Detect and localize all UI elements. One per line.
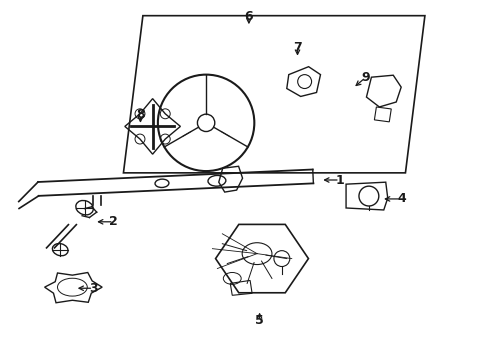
Text: 1: 1 — [336, 174, 344, 186]
Text: 5: 5 — [255, 314, 264, 327]
Text: 2: 2 — [109, 215, 118, 228]
Text: 7: 7 — [293, 41, 302, 54]
Text: 6: 6 — [245, 10, 253, 23]
Text: 9: 9 — [361, 71, 370, 84]
Text: 3: 3 — [89, 282, 98, 295]
Text: 4: 4 — [397, 193, 406, 206]
Text: 8: 8 — [136, 108, 145, 121]
